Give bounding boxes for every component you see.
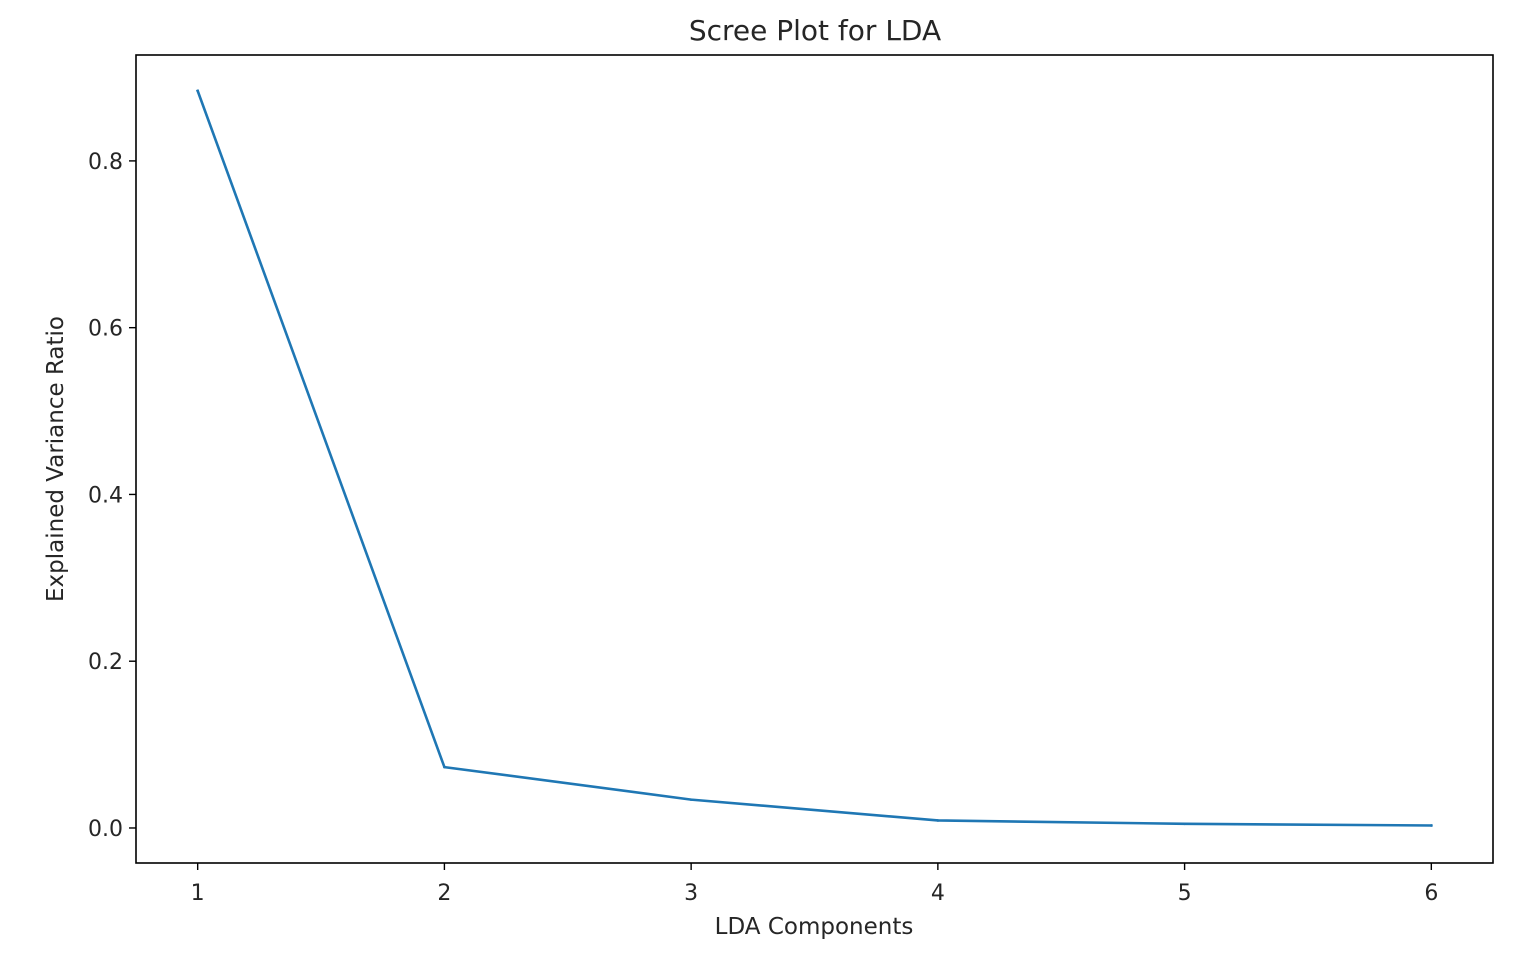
y-tick-label: 0.0 — [88, 817, 123, 842]
x-axis-label: LDA Components — [715, 914, 914, 940]
y-tick-label: 0.8 — [88, 150, 123, 175]
data-point — [196, 89, 199, 93]
x-axis-ticks: 1 2 3 4 5 6 — [191, 863, 1438, 906]
x-tick-label: 3 — [684, 881, 698, 906]
data-point — [936, 819, 940, 822]
y-tick-label: 0.6 — [88, 317, 123, 342]
data-point — [1183, 822, 1186, 826]
series-layer — [196, 89, 1433, 827]
data-point — [1430, 824, 1433, 827]
x-tick-label: 6 — [1424, 881, 1438, 906]
data-point — [689, 798, 693, 801]
x-tick-label: 4 — [931, 881, 945, 906]
y-tick-label: 0.2 — [88, 650, 123, 675]
data-point — [443, 765, 446, 769]
chart-title: Scree Plot for LDA — [689, 14, 941, 47]
y-axis-ticks: 0.0 0.2 0.4 0.6 0.8 — [88, 150, 136, 842]
y-axis-label: Explained Variance Ratio — [43, 316, 69, 602]
y-tick-label: 0.4 — [88, 483, 123, 508]
series-line — [196, 89, 1433, 827]
plot-area-frame — [135, 54, 1494, 864]
x-tick-label: 1 — [191, 881, 205, 906]
x-tick-label: 2 — [437, 881, 451, 906]
x-tick-label: 5 — [1178, 881, 1192, 906]
